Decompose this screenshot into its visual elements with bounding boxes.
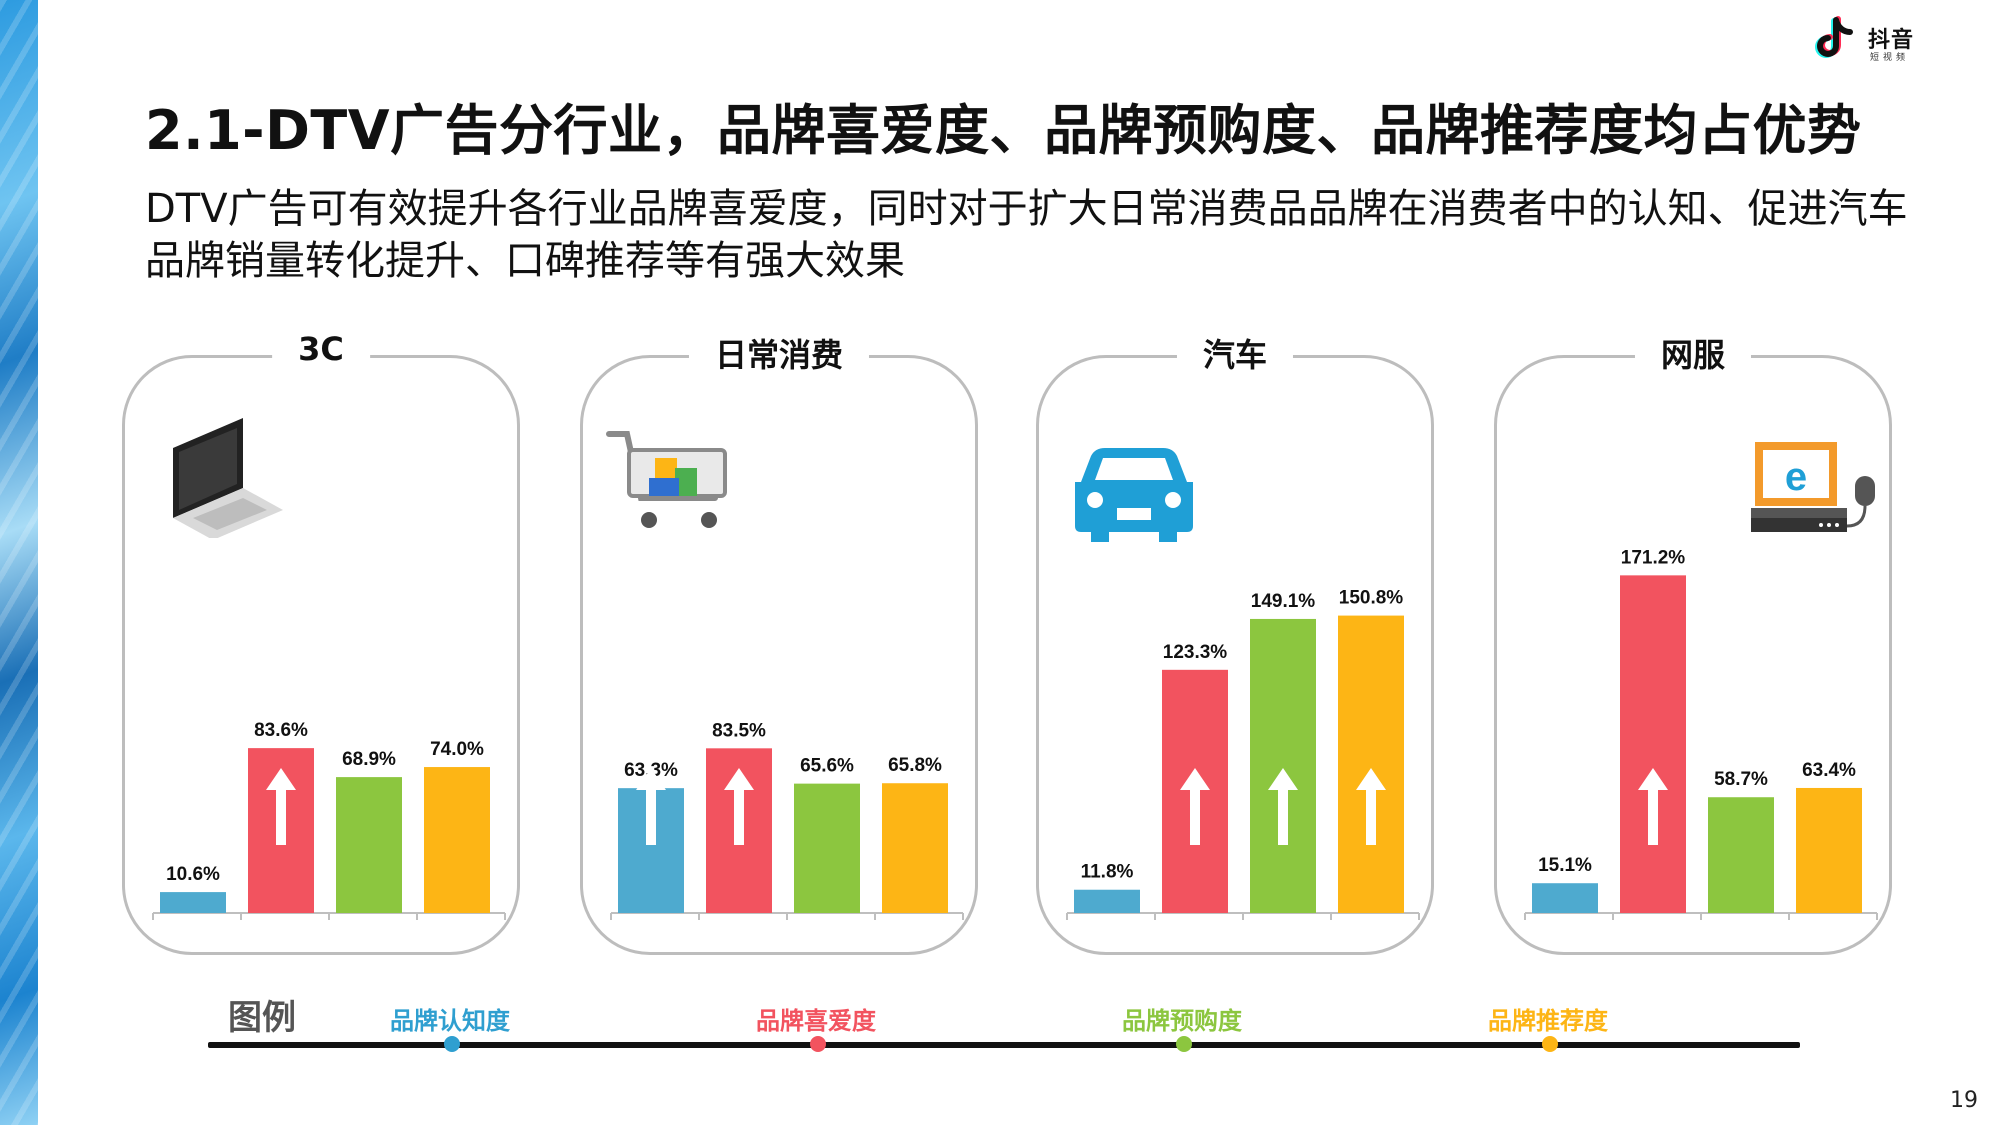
bar-awareness (1074, 889, 1140, 913)
legend-dot-purchase-intent (1176, 1036, 1192, 1052)
page-number: 19 (1950, 1088, 1978, 1113)
data-label-favorability: 83.5% (712, 720, 766, 741)
panel-title: 3C (272, 330, 370, 368)
bar-favorability (1620, 575, 1686, 913)
page-subtitle: DTV广告可有效提升各行业品牌喜爱度，同时对于扩大日常消费品品牌在消费者中的认知… (145, 186, 1908, 284)
data-label-favorability: 83.6% (254, 720, 308, 741)
up-arrow-icon (636, 768, 666, 845)
decorative-side-strip (0, 0, 38, 1125)
bar-recommendation (1796, 787, 1862, 913)
panel-title: 网服 (1634, 330, 1752, 376)
chart-panel-internet-services: 网服 e 15.1% 171.2% 58.7% 63.4% (1494, 330, 1892, 955)
data-label-recommendation: 150.8% (1339, 588, 1404, 609)
bar-recommendation (1338, 615, 1404, 913)
legend-dot-favorability (810, 1036, 826, 1052)
legend-dot-recommendation (1542, 1036, 1558, 1052)
legend-item-purchase-intent: 品牌预购度 (1122, 1007, 1242, 1035)
legend-dot-awareness (444, 1036, 460, 1052)
data-label-purchase-intent: 58.7% (1714, 769, 1768, 790)
legend-title: 图例 (228, 998, 296, 1038)
up-arrow-icon (1180, 768, 1210, 845)
bar-awareness (160, 892, 226, 913)
data-label-awareness: 10.6% (166, 864, 220, 885)
bar-purchase-intent (1250, 618, 1316, 913)
panel-title: 日常消费 (688, 330, 870, 376)
legend-item-awareness: 品牌认知度 (390, 1007, 510, 1035)
bar-purchase-intent (336, 777, 402, 913)
bar-chart-3c: 10.6% 83.6% 68.9% 74.0% (152, 720, 506, 920)
data-label-recommendation: 74.0% (430, 739, 484, 760)
data-label-favorability: 171.2% (1621, 547, 1686, 568)
up-arrow-icon (1356, 768, 1386, 845)
chart-panel-daily-consumption: 日常消费 63.3%83.5%65.6%65.8% (580, 330, 978, 955)
bar-recommendation (882, 783, 948, 913)
up-arrow-icon (1638, 768, 1668, 845)
legend-divider (208, 1042, 1800, 1048)
panel-title: 汽车 (1176, 330, 1294, 376)
computer-ie-icon: e (1751, 442, 1875, 532)
shopping-cart-icon (606, 431, 727, 528)
data-label-recommendation: 63.4% (1802, 760, 1856, 781)
laptop-icon (173, 418, 283, 538)
up-arrow-icon (266, 768, 296, 845)
car-icon (1075, 448, 1193, 542)
up-arrow-icon (1268, 768, 1298, 845)
douyin-logo-icon (1815, 16, 1853, 58)
svg-text:e: e (1785, 455, 1807, 499)
data-label-recommendation: 65.8% (888, 755, 942, 776)
logo-subtext: 短视频 (1870, 53, 1910, 63)
data-label-awareness: 11.8% (1081, 862, 1134, 883)
bar-recommendation (424, 767, 490, 913)
up-arrow-icon (724, 768, 754, 845)
logo-text: 抖音 (1868, 28, 1915, 53)
bar-purchase-intent (794, 783, 860, 913)
page-title: 2.1-DTV广告分行业，品牌喜爱度、品牌预购度、品牌推荐度均占优势 (145, 99, 1862, 162)
legend-item-favorability: 品牌喜爱度 (756, 1007, 876, 1035)
data-label-awareness: 15.1% (1538, 855, 1592, 876)
bar-awareness (1532, 883, 1598, 913)
bar-chart-daily-consumption: 63.3%83.5%65.6%65.8% (610, 720, 964, 920)
data-label-favorability: 123.3% (1163, 642, 1228, 663)
bar-purchase-intent (1708, 797, 1774, 913)
data-label-purchase-intent: 68.9% (342, 749, 396, 770)
legend-item-recommendation: 品牌推荐度 (1488, 1007, 1608, 1035)
data-label-purchase-intent: 65.6% (800, 756, 854, 777)
data-label-purchase-intent: 149.1% (1251, 591, 1316, 612)
chart-panel-3c: 3C 10.6% 83.6% 68.9% 74.0% (122, 330, 520, 955)
bar-chart-auto: 11.8% 123.3% 149.1% 150.8% (1066, 588, 1420, 920)
bar-chart-internet-services: 15.1% 171.2% 58.7% 63.4% (1524, 547, 1878, 920)
chart-panel-auto: 汽车 11.8% 123.3% 149.1% 150.8% (1036, 330, 1434, 955)
